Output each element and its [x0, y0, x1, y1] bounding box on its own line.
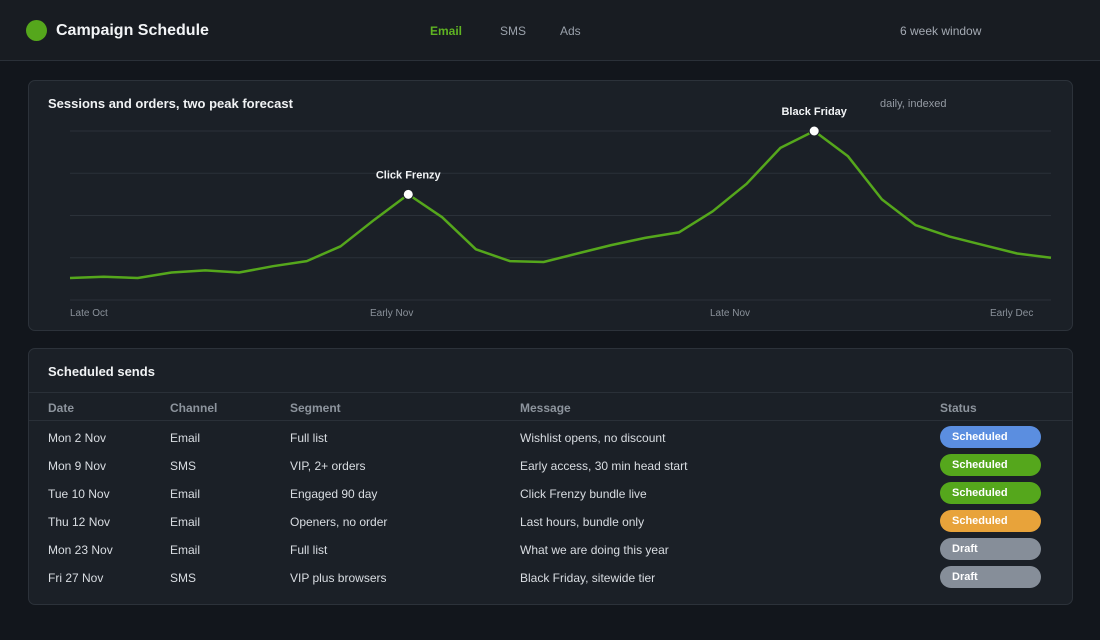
cell-message: Black Friday, sitewide tier — [520, 571, 656, 585]
tab-sms[interactable]: SMS — [500, 24, 527, 38]
x-tick-label: Late Oct — [70, 308, 108, 319]
column-header-message: Message — [520, 401, 571, 415]
cell-segment: Openers, no order — [290, 515, 388, 529]
status-badge[interactable]: Draft — [940, 538, 1041, 560]
time-window-label[interactable]: 6 week window — [900, 24, 982, 38]
cell-segment: Full list — [290, 543, 328, 557]
cell-message: What we are doing this year — [520, 543, 669, 557]
cell-message: Click Frenzy bundle live — [520, 487, 647, 501]
cell-date: Mon 2 Nov — [48, 431, 107, 445]
status-badge[interactable]: Scheduled — [940, 426, 1041, 448]
cell-date: Tue 10 Nov — [48, 487, 110, 501]
cell-date: Mon 23 Nov — [48, 543, 113, 557]
column-header-date: Date — [48, 401, 75, 415]
table-title: Scheduled sends — [48, 364, 155, 379]
cell-channel: Email — [170, 543, 201, 557]
cell-channel: SMS — [170, 571, 197, 585]
cell-channel: Email — [170, 431, 201, 445]
chart-note: daily, indexed — [880, 98, 947, 110]
cell-message: Early access, 30 min head start — [520, 459, 688, 473]
tab-email[interactable]: Email — [430, 24, 463, 38]
x-tick-label: Early Dec — [990, 308, 1033, 319]
status-badge[interactable]: Scheduled — [940, 454, 1041, 476]
cell-channel: Email — [170, 487, 201, 501]
cell-message: Last hours, bundle only — [520, 515, 645, 529]
peak-label: Black Friday — [781, 106, 847, 118]
column-header-channel: Channel — [170, 401, 218, 415]
cell-channel: SMS — [170, 459, 197, 473]
cell-segment: VIP plus browsers — [290, 571, 387, 585]
column-header-status: Status — [940, 401, 977, 415]
tab-ads[interactable]: Ads — [560, 24, 581, 38]
table-row[interactable]: Thu 12 Nov Email Openers, no order Last … — [29, 508, 1072, 536]
peak-label: Click Frenzy — [376, 169, 442, 181]
table-row[interactable]: Mon 23 Nov Email Full list What we are d… — [29, 536, 1072, 564]
chart-title: Sessions and orders, two peak forecast — [48, 96, 293, 111]
cell-segment: Engaged 90 day — [290, 487, 378, 501]
table-row[interactable]: Mon 2 Nov Email Full list Wishlist opens… — [29, 424, 1072, 452]
cell-date: Fri 27 Nov — [48, 571, 104, 585]
schedule-table-card: Scheduled sends Date Channel Segment Mes… — [28, 348, 1073, 605]
logo — [26, 20, 47, 41]
peak-marker — [808, 125, 820, 137]
peak-marker — [402, 188, 414, 200]
series-line — [69, 129, 1052, 280]
chart-card: Sessions and orders, two peak forecast d… — [28, 80, 1073, 331]
table-row[interactable]: Tue 10 Nov Email Engaged 90 day Click Fr… — [29, 480, 1072, 508]
status-badge[interactable]: Scheduled — [940, 510, 1041, 532]
cell-segment: VIP, 2+ orders — [290, 459, 366, 473]
table-row[interactable]: Fri 27 Nov SMS VIP plus browsers Black F… — [29, 564, 1072, 592]
line-chart: Click Frenzy Black Friday Late Oct Early No… — [69, 106, 1052, 319]
app-title: Campaign Schedule — [56, 22, 209, 39]
column-header-segment: Segment — [290, 401, 341, 415]
table-row[interactable]: Mon 9 Nov SMS VIP, 2+ orders Early acces… — [29, 452, 1072, 480]
cell-date: Mon 9 Nov — [48, 459, 107, 473]
cell-date: Thu 12 Nov — [48, 515, 111, 529]
table-header: Date Channel Segment Message Status — [29, 392, 1072, 421]
x-tick-label: Early Nov — [370, 308, 413, 319]
cell-message: Wishlist opens, no discount — [520, 431, 666, 445]
top-bar: Campaign Schedule Email SMS Ads 6 week w… — [0, 0, 1100, 61]
status-badge[interactable]: Draft — [940, 566, 1041, 588]
cell-segment: Full list — [290, 431, 328, 445]
cell-channel: Email — [170, 515, 201, 529]
x-tick-label: Late Nov — [710, 308, 750, 319]
status-badge[interactable]: Scheduled — [940, 482, 1041, 504]
